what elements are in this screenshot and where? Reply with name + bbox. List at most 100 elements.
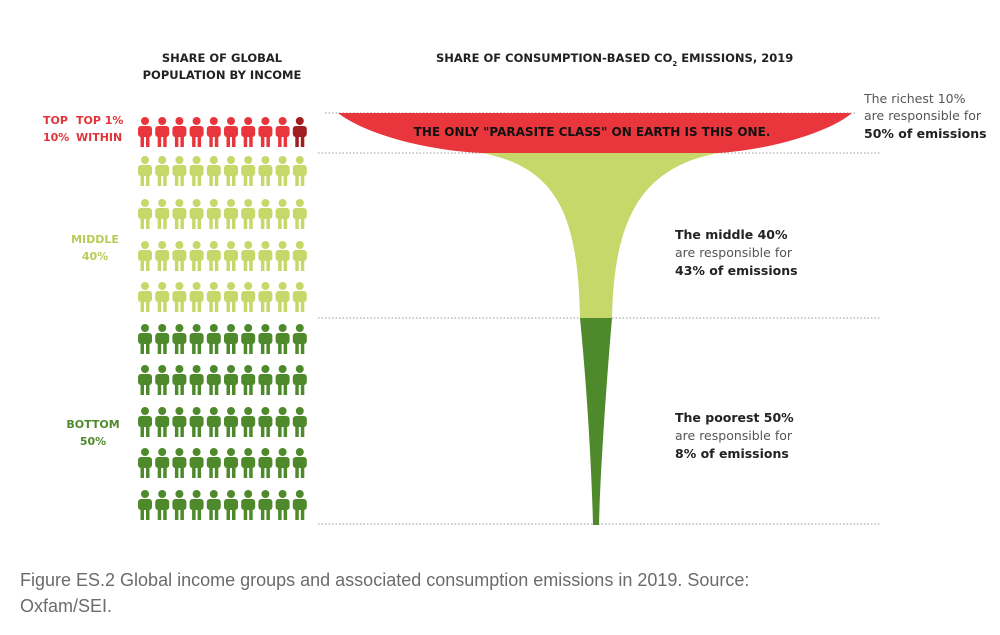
person-part	[163, 135, 167, 147]
person-part	[300, 383, 305, 395]
person-part	[157, 425, 162, 437]
person-part	[192, 365, 201, 373]
person-part	[249, 217, 253, 229]
person	[275, 365, 290, 395]
person-part	[275, 416, 290, 427]
person-part	[260, 135, 265, 147]
person	[172, 490, 187, 520]
person-part	[189, 416, 204, 427]
person-part	[189, 499, 204, 510]
person-part	[141, 365, 149, 373]
annotation: are responsible for	[675, 245, 793, 260]
person	[241, 324, 256, 354]
person-part	[227, 365, 235, 373]
person-part	[206, 250, 221, 261]
person	[241, 490, 256, 520]
person-part	[163, 383, 167, 395]
person-part	[192, 217, 196, 229]
person	[172, 282, 187, 312]
person-part	[146, 342, 150, 354]
person-part	[174, 466, 179, 478]
person-part	[224, 374, 238, 385]
person-part	[141, 490, 149, 498]
person-part	[157, 508, 162, 520]
person-part	[266, 342, 270, 354]
person-part	[241, 457, 256, 468]
person-part	[241, 499, 256, 510]
person-part	[209, 490, 218, 498]
person-part	[192, 300, 196, 312]
group-label: 10%	[43, 131, 69, 144]
person	[258, 241, 273, 271]
person-part	[244, 448, 253, 456]
person	[224, 241, 238, 271]
person-part	[214, 259, 219, 271]
person-part	[278, 324, 287, 332]
person-part	[155, 333, 170, 344]
group-label: TOP	[43, 114, 68, 127]
person	[258, 156, 273, 186]
person-part	[278, 117, 287, 125]
person-part	[244, 407, 253, 415]
person-part	[172, 126, 187, 137]
person-part	[292, 208, 307, 219]
person-part	[243, 174, 248, 186]
person	[258, 365, 273, 395]
person-part	[227, 156, 235, 164]
person-part	[140, 383, 144, 395]
person-part	[158, 490, 167, 498]
person-part	[192, 135, 196, 147]
person-part	[232, 300, 236, 312]
header-line: SHARE OF GLOBAL	[162, 51, 283, 65]
person-part	[180, 508, 184, 520]
person-part	[197, 466, 202, 478]
person	[138, 407, 152, 437]
person-part	[172, 374, 187, 385]
person-part	[266, 300, 270, 312]
person	[275, 490, 290, 520]
person-part	[180, 217, 184, 229]
person-part	[141, 407, 149, 415]
person-part	[192, 448, 201, 456]
person	[206, 241, 221, 271]
person	[241, 282, 256, 312]
person-part	[243, 466, 248, 478]
person	[138, 117, 152, 147]
person-part	[138, 291, 152, 302]
person-part	[138, 499, 152, 510]
person-part	[214, 383, 219, 395]
person-part	[172, 250, 187, 261]
person-part	[244, 156, 253, 164]
person	[189, 117, 204, 147]
person-part	[261, 490, 270, 498]
person-part	[141, 117, 149, 125]
person	[155, 324, 170, 354]
person	[292, 156, 307, 186]
person-part	[226, 217, 230, 229]
person-part	[249, 383, 253, 395]
person-part	[275, 374, 290, 385]
person-part	[300, 259, 305, 271]
person-part	[226, 466, 230, 478]
person-part	[226, 425, 230, 437]
person-part	[175, 365, 184, 373]
person-part	[258, 416, 273, 427]
person-part	[180, 342, 184, 354]
person-part	[261, 448, 270, 456]
person	[189, 407, 204, 437]
person-part	[275, 333, 290, 344]
person-part	[172, 333, 187, 344]
person-part	[292, 416, 307, 427]
person-part	[295, 300, 299, 312]
annotation: 8% of emissions	[675, 446, 789, 461]
person-part	[157, 217, 162, 229]
person	[138, 365, 152, 395]
person-part	[175, 324, 184, 332]
person	[275, 324, 290, 354]
caption: Figure ES.2 Global income groups and ass…	[20, 570, 749, 590]
person-part	[260, 217, 265, 229]
person-part	[206, 416, 221, 427]
person-part	[258, 374, 273, 385]
person	[138, 199, 152, 229]
person-part	[163, 217, 167, 229]
